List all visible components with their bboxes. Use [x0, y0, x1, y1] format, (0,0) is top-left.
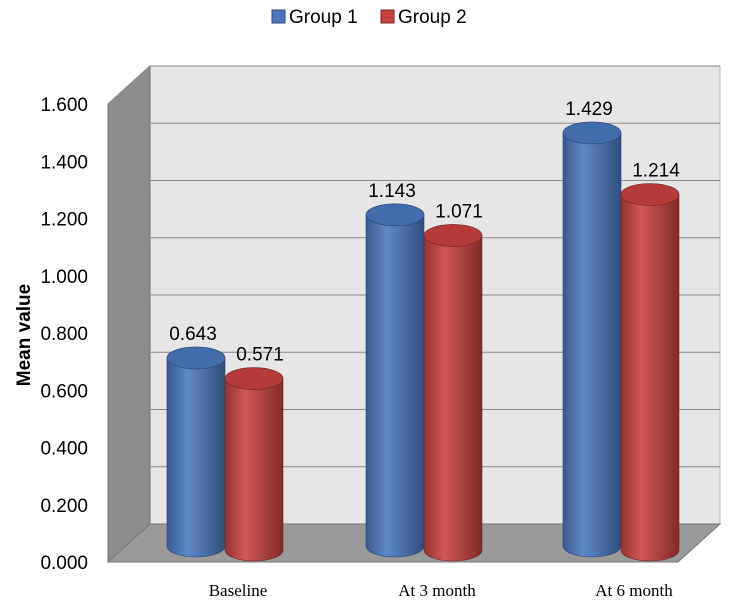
legend-swatch: [271, 9, 286, 24]
bar-group-2-0: [224, 367, 284, 562]
legend-item-2: Group 2: [380, 7, 467, 28]
gridline: [107, 409, 720, 448]
y-tick-label: 1.600: [40, 95, 88, 116]
y-tick-label: 0.200: [40, 496, 88, 517]
bar-top: [166, 346, 226, 370]
y-tick-label: 0.400: [40, 439, 88, 460]
gridline: [107, 180, 720, 219]
bar-top: [224, 367, 284, 390]
bar-group-1-2: [562, 121, 622, 558]
legend-label: Group 2: [398, 7, 467, 28]
bar-group-1-0: [166, 346, 226, 558]
gridline: [107, 466, 720, 506]
legend-swatch: [380, 9, 395, 24]
gridline: [107, 294, 720, 334]
data-label: 1.071: [435, 201, 483, 222]
bar-body: [224, 378, 284, 562]
bar-body: [562, 132, 622, 558]
y-axis-title: Mean value: [14, 284, 35, 386]
data-labels: 0.643 0.571 1.143 1.071 1.429 1.214: [169, 99, 680, 366]
x-category-label: At 6 month: [595, 581, 673, 600]
y-axis-ticks: 0.000 0.200 0.400 0.600 0.800 1.000 1.200 1.400…: [40, 95, 88, 574]
bar-top: [620, 183, 680, 206]
x-category-label: At 3 month: [398, 581, 476, 600]
bar-body: [166, 357, 226, 558]
legend-item-1: Group 1: [271, 7, 358, 28]
y-tick-label: 0.800: [40, 324, 88, 345]
bar-top: [562, 121, 622, 145]
gridline: [107, 65, 720, 105]
bar-group-1-1: [365, 203, 425, 558]
bars: [166, 121, 680, 562]
bar-body: [423, 235, 483, 562]
bar-top: [365, 203, 425, 227]
y-tick-label: 0.600: [40, 381, 88, 402]
gridline: [107, 122, 720, 162]
data-label: 0.643: [169, 324, 217, 345]
y-tick-label: 1.400: [40, 152, 88, 173]
gridline: [107, 237, 720, 277]
y-tick-label: 1.000: [40, 267, 88, 288]
x-axis-ticks: Baseline At 3 month At 6 month: [209, 581, 673, 600]
gridline: [107, 351, 720, 391]
bar-group-2-2: [620, 183, 680, 562]
x-category-label: Baseline: [209, 581, 268, 600]
y-tick-label: 1.200: [40, 210, 88, 231]
data-label: 1.429: [565, 99, 613, 120]
data-label: 0.571: [236, 345, 284, 366]
gridlines: [107, 65, 720, 563]
legend: Group 1 Group 2: [271, 7, 467, 28]
data-label: 1.143: [368, 181, 416, 202]
bar-body: [365, 214, 425, 558]
legend-label: Group 1: [289, 7, 358, 28]
bar-body: [620, 194, 680, 562]
bar-top: [423, 224, 483, 247]
bar-group-2-1: [423, 224, 483, 562]
data-label: 1.214: [632, 160, 680, 181]
y-tick-label: 0.000: [40, 553, 88, 574]
